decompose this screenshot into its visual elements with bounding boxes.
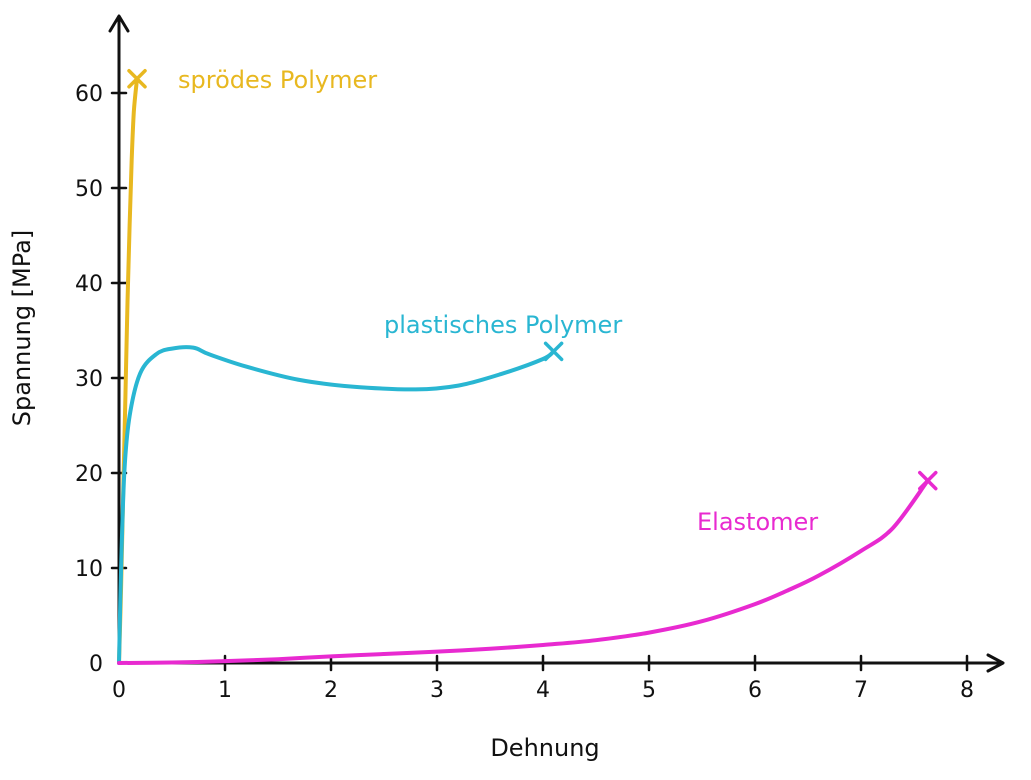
y-axis-arrowhead bbox=[108, 14, 130, 33]
series-label-plastisches-polymer: plastisches Polymer bbox=[384, 311, 622, 339]
x-axis-label: Dehnung bbox=[490, 734, 599, 762]
y-tick-label-0: 0 bbox=[89, 652, 103, 677]
end-marker-plastisches-polymer bbox=[543, 341, 564, 362]
x-tick-label-7: 7 bbox=[854, 678, 868, 703]
series-group: sprödes Polymer plastisches Polymer Elasto… bbox=[117, 66, 938, 665]
series-plastisches-polymer: plastisches Polymer bbox=[117, 311, 622, 665]
y-tick-label-30: 30 bbox=[75, 367, 103, 392]
y-axis-label: Spannung [MPa] bbox=[8, 230, 36, 426]
series-sprodes-polymer: sprödes Polymer bbox=[117, 66, 377, 665]
y-ticks: 0 10 20 30 40 50 60 bbox=[75, 82, 128, 677]
series-label-elastomer: Elastomer bbox=[697, 508, 818, 536]
y-tick-label-60: 60 bbox=[75, 82, 103, 107]
end-marker-elastomer bbox=[918, 470, 938, 491]
axes bbox=[108, 14, 1005, 673]
y-tick-label-40: 40 bbox=[75, 272, 103, 297]
x-tick-label-0: 0 bbox=[112, 678, 126, 703]
y-tick-label-10: 10 bbox=[75, 557, 103, 582]
x-tick-label-3: 3 bbox=[430, 678, 444, 703]
x-ticks: 0 1 2 3 4 5 6 7 8 bbox=[112, 654, 974, 703]
end-marker-sprodes-polymer bbox=[127, 69, 147, 89]
x-tick-label-5: 5 bbox=[642, 678, 656, 703]
y-tick-label-50: 50 bbox=[75, 177, 103, 202]
x-tick-label-4: 4 bbox=[536, 678, 550, 703]
y-tick-label-20: 20 bbox=[75, 462, 103, 487]
series-elastomer: Elastomer bbox=[117, 470, 938, 665]
series-label-sprodes-polymer: sprödes Polymer bbox=[178, 66, 377, 94]
x-tick-label-8: 8 bbox=[960, 678, 974, 703]
x-tick-label-2: 2 bbox=[324, 678, 338, 703]
x-tick-label-1: 1 bbox=[218, 678, 232, 703]
series-line-elastomer bbox=[117, 478, 930, 665]
x-tick-label-6: 6 bbox=[748, 678, 762, 703]
x-axis-arrowhead bbox=[986, 653, 1005, 673]
series-line-plastisches-polymer bbox=[117, 345, 556, 665]
